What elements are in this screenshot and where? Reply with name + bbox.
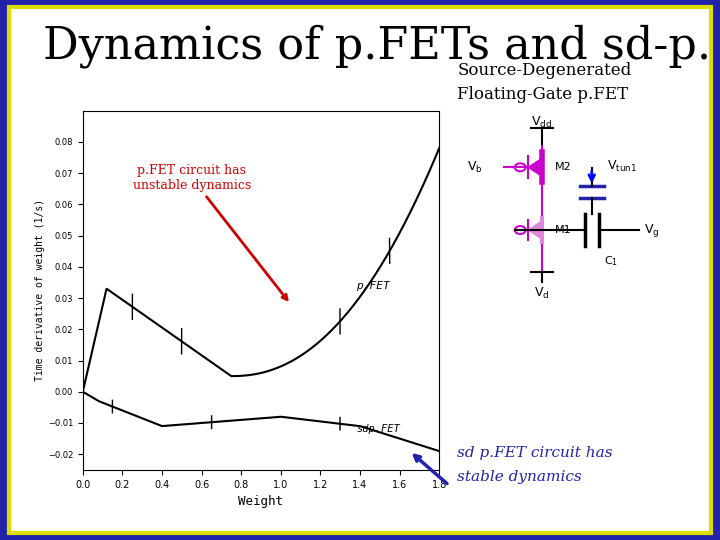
Text: sd p.FET circuit has: sd p.FET circuit has [457, 446, 613, 460]
Text: $\mathregular{V_d}$: $\mathregular{V_d}$ [534, 286, 549, 301]
Polygon shape [528, 221, 541, 239]
Text: sdp.FET: sdp.FET [356, 424, 400, 434]
Text: M1: M1 [555, 225, 572, 235]
Text: $\mathregular{C_1}$: $\mathregular{C_1}$ [604, 254, 618, 268]
Text: stable dynamics: stable dynamics [457, 470, 582, 484]
Text: $\mathregular{V_b}$: $\mathregular{V_b}$ [467, 160, 482, 175]
Text: p.FET: p.FET [356, 281, 390, 291]
Text: M2: M2 [555, 163, 572, 172]
Text: $\mathregular{V_{dd}}$: $\mathregular{V_{dd}}$ [531, 114, 552, 130]
Y-axis label: Time derivative of weight (1/s): Time derivative of weight (1/s) [35, 199, 45, 381]
Text: $\mathregular{V_{tun1}}$: $\mathregular{V_{tun1}}$ [606, 159, 636, 174]
Text: Floating-Gate p.FET: Floating-Gate p.FET [457, 86, 629, 103]
Polygon shape [528, 158, 541, 176]
Text: p.FET circuit has
unstable dynamics: p.FET circuit has unstable dynamics [132, 164, 287, 300]
Text: $\mathregular{V_g}$: $\mathregular{V_g}$ [644, 221, 660, 239]
X-axis label: Weight: Weight [238, 495, 284, 508]
Text: Source-Degenerated: Source-Degenerated [457, 62, 631, 79]
Text: Dynamics of p.FETs and sd-p.FETs: Dynamics of p.FETs and sd-p.FETs [43, 24, 720, 68]
